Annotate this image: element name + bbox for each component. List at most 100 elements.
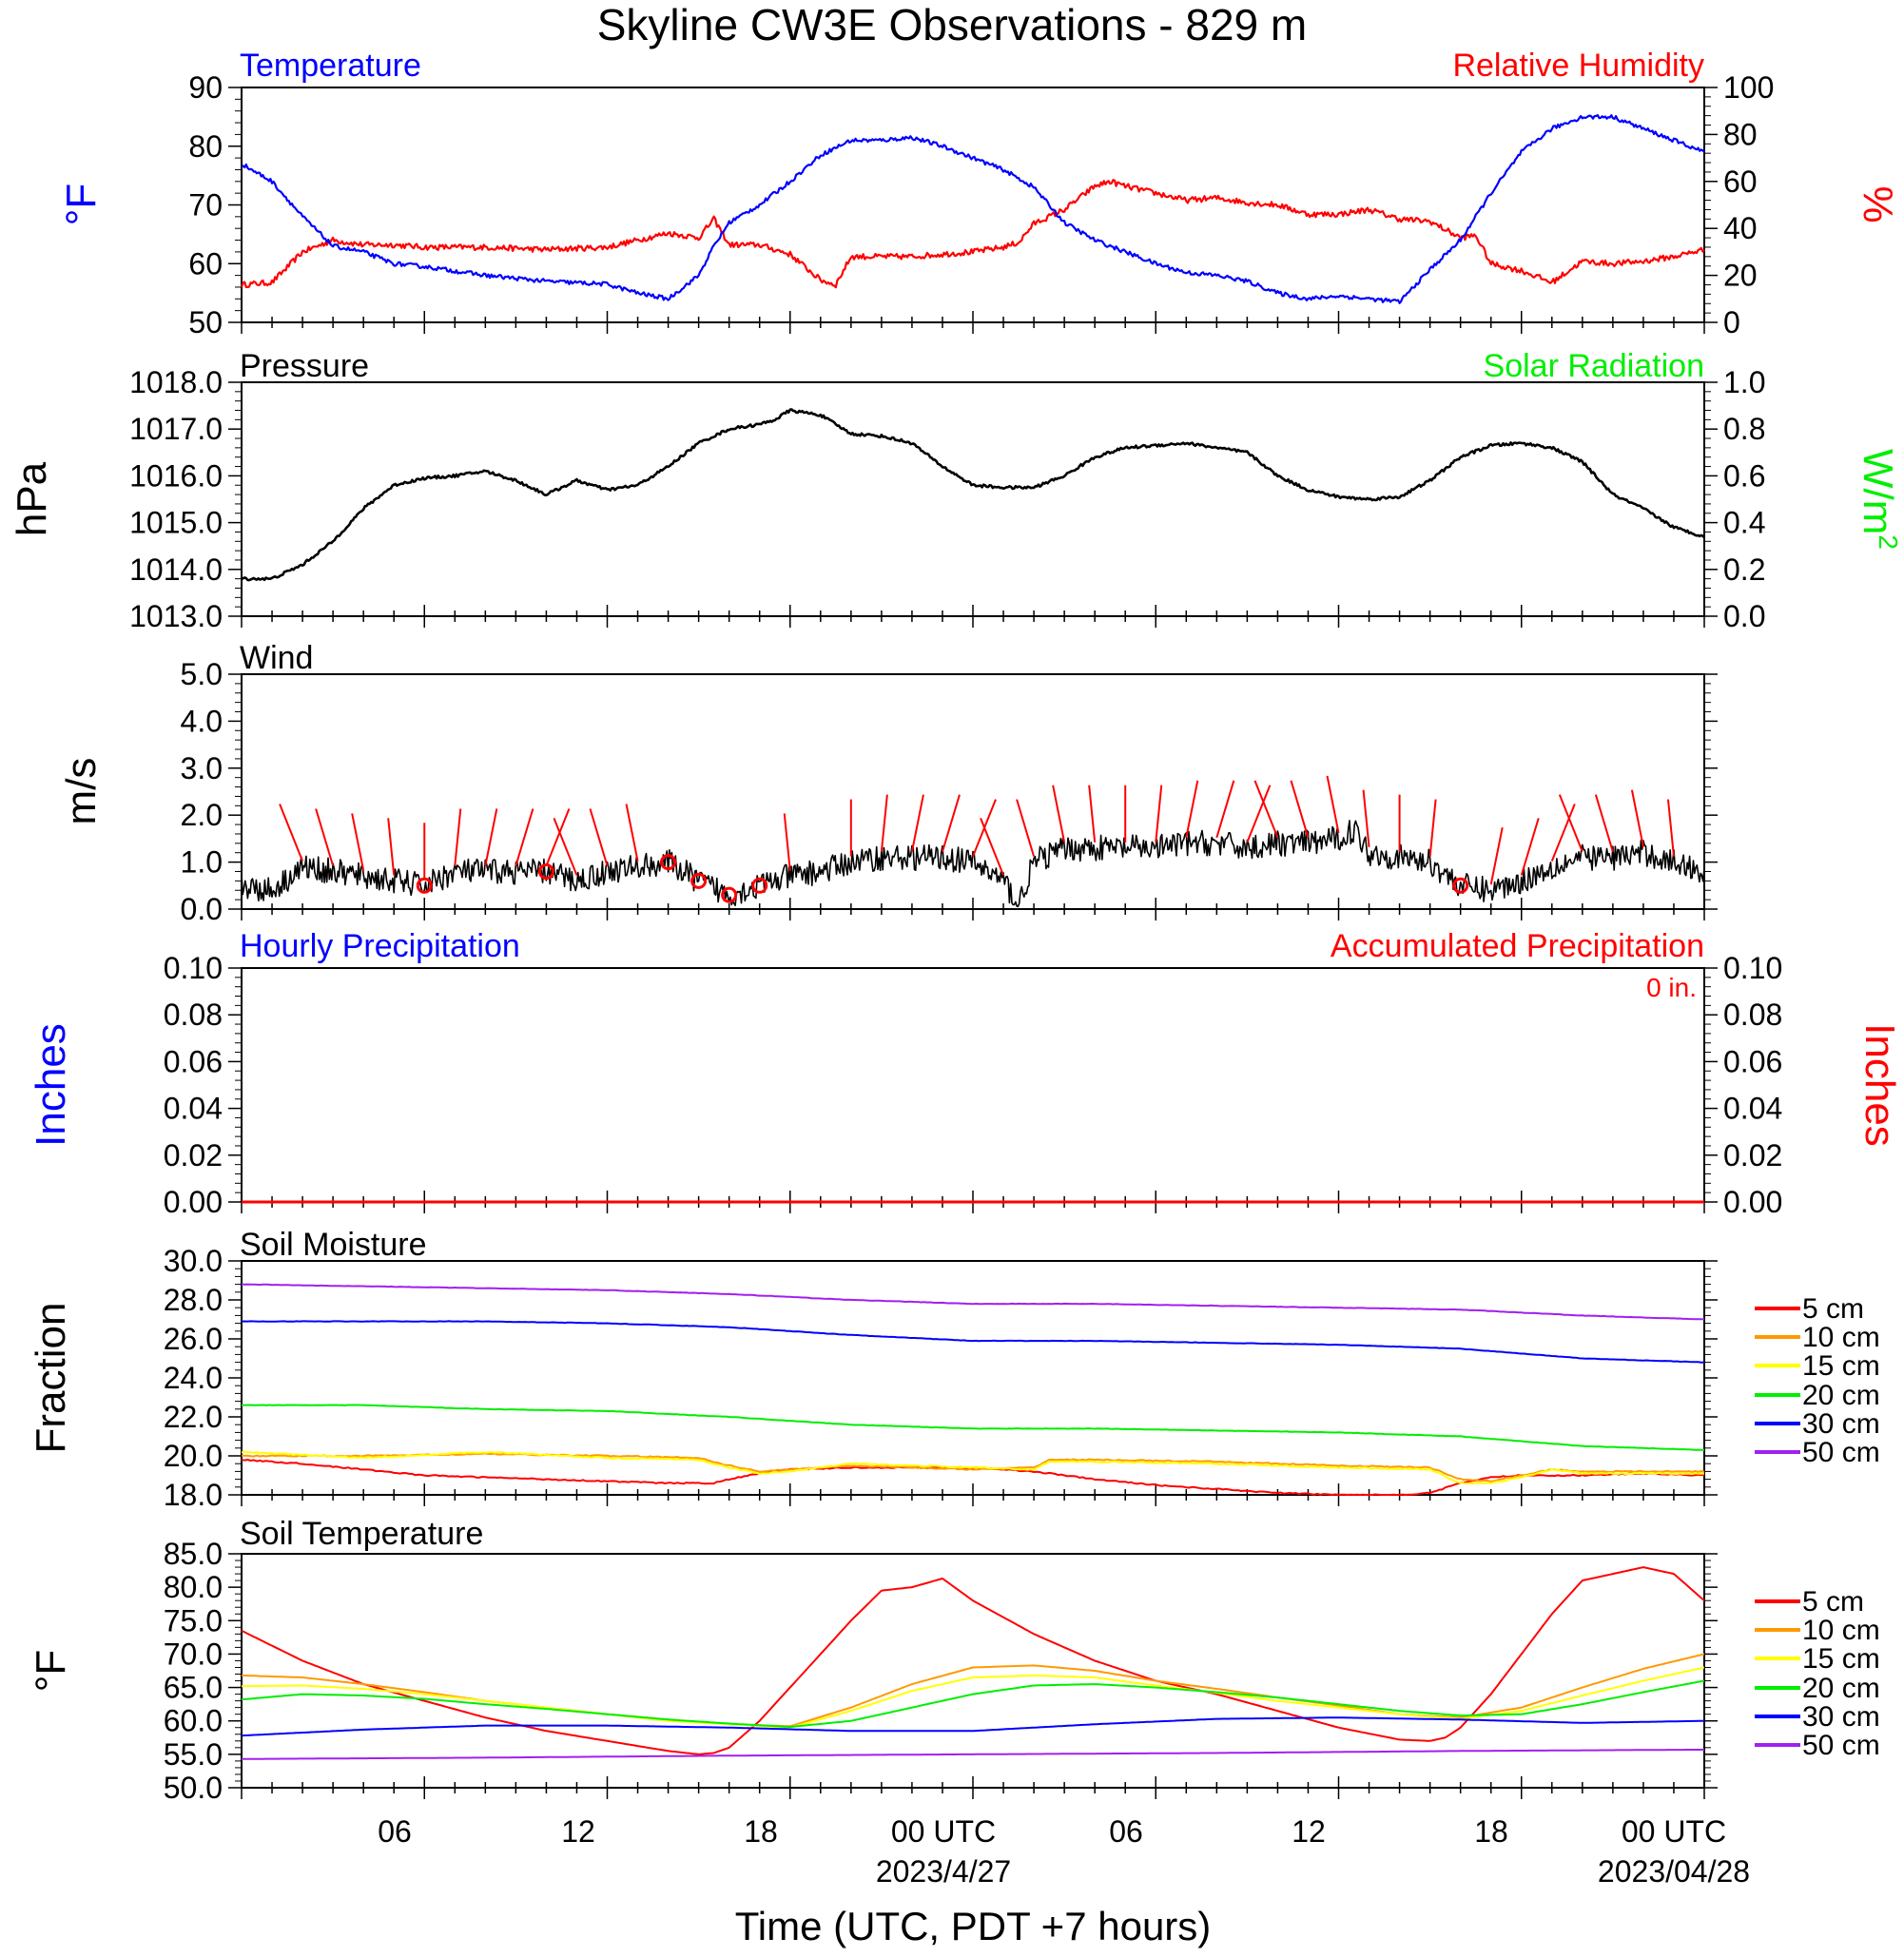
soil-moisture-line <box>241 1283 1705 1321</box>
wind-barb <box>1489 827 1504 885</box>
calm-marker <box>721 886 738 903</box>
temperature-panel: Temperature Relative Humidity 90 80 70 60 50 10… <box>58 48 1901 339</box>
wind-barb <box>484 808 498 866</box>
y-tick-label: 0.08 <box>164 998 223 1032</box>
soil-moisture-line <box>241 1404 1705 1451</box>
wind-barb <box>1594 794 1614 852</box>
y-tick-label: 1014.0 <box>129 552 223 587</box>
legend-label: 5 cm <box>1802 1293 1864 1325</box>
x-date-label: 2023/04/28 <box>1598 1854 1750 1889</box>
chart-title: Skyline CW3E Observations - 829 m <box>597 0 1308 49</box>
temperature-line <box>241 114 1705 304</box>
legend-label: 20 cm <box>1802 1380 1880 1411</box>
calm-marker <box>751 877 768 894</box>
calm-marker <box>690 872 708 889</box>
x-tick-label: 18 <box>744 1814 778 1849</box>
legend-label: 15 cm <box>1802 1350 1880 1382</box>
panel-title-right: Solar Radiation <box>1484 348 1704 384</box>
legend-label: 50 cm <box>1802 1730 1880 1761</box>
y-tick-label: 85.0 <box>164 1537 223 1571</box>
y-tick-label: 0.00 <box>164 1185 223 1219</box>
panel-title-left: Hourly Precipitation <box>240 928 520 964</box>
precipitation-panel: Hourly Precipitation Accumulated Precipit… <box>28 928 1903 1219</box>
calm-marker <box>416 877 433 894</box>
y-tick-label: 1.0 <box>181 845 223 880</box>
y-axis-label-right: % <box>1855 185 1901 223</box>
legend-label: 20 cm <box>1802 1673 1880 1704</box>
wind-barb <box>910 794 924 852</box>
soil-moisture-line <box>241 1320 1705 1364</box>
y-tick-label-right: 0.6 <box>1723 458 1765 493</box>
panel-title-left: Soil Temperature <box>240 1516 483 1552</box>
y-tick-label: 70.0 <box>164 1637 223 1671</box>
wind-barb <box>1155 785 1163 843</box>
panels: Temperature Relative Humidity 90 80 70 60 50 10… <box>9 48 1903 1805</box>
y-tick-label-right: 1.0 <box>1723 365 1765 399</box>
calm-marker <box>1452 877 1469 894</box>
wind-barb <box>279 804 304 862</box>
wind-panel: Wind 5.0 4.0 3.0 2.0 1.0 0.0 m/s <box>58 640 1718 926</box>
y-axis-label-left: m/s <box>58 758 105 825</box>
x-tick-label: 00 UTC <box>1622 1814 1726 1849</box>
y-tick-label-right: 0.06 <box>1723 1044 1782 1078</box>
y-tick-label: 5.0 <box>181 657 223 691</box>
y-axis-label-left: °F <box>58 184 105 225</box>
y-tick-label: 50 <box>188 305 223 339</box>
wind-barb <box>454 808 462 866</box>
x-axis-label: Time (UTC, PDT +7 hours) <box>735 1904 1212 1948</box>
y-tick-label: 3.0 <box>181 751 223 785</box>
soil-moisture-line <box>241 1450 1705 1485</box>
calm-marker <box>660 854 677 871</box>
y-tick-label: 60 <box>188 246 223 281</box>
y-tick-label: 50.0 <box>164 1771 223 1805</box>
wind-barb <box>515 808 534 866</box>
soil-temperature-legend: 5 cm 10 cm 15 cm 20 cm 30 cm 50 cm <box>1755 1586 1880 1761</box>
legend-label: 30 cm <box>1802 1408 1880 1440</box>
y-tick-label-right: 20 <box>1723 259 1758 293</box>
wind-barb <box>1052 785 1066 843</box>
x-tick-label: 06 <box>1109 1814 1143 1849</box>
y-axis-label-right: Inches <box>1856 1023 1903 1147</box>
panel-title-left: Soil Moisture <box>240 1227 427 1263</box>
precip-total-annotation: 0 in. <box>1646 973 1697 1002</box>
wind-barb <box>351 813 365 871</box>
wind-speed-line <box>241 820 1705 908</box>
wind-barb <box>1246 785 1272 843</box>
x-date-label: 2023/4/27 <box>876 1854 1011 1889</box>
pressure-line <box>241 408 1705 582</box>
legend-label: 15 cm <box>1802 1643 1880 1675</box>
legend-label: 10 cm <box>1802 1322 1880 1353</box>
y-tick-label: 55.0 <box>164 1737 223 1772</box>
soil-temperature-panel: Soil Temperature 85.080.075.070.065.060.0… <box>28 1516 1718 1805</box>
soil-temperature-line <box>242 1748 1705 1760</box>
x-tick-label: 18 <box>1474 1814 1508 1849</box>
soil-temperature-line <box>241 1566 1705 1755</box>
y-tick-label-right: 40 <box>1723 211 1758 245</box>
wind-barb <box>1630 789 1644 847</box>
wind-barb <box>942 794 961 852</box>
y-tick-label-right: 0.00 <box>1723 1185 1782 1219</box>
y-tick-label: 18.0 <box>164 1478 223 1512</box>
wind-barb <box>783 813 791 871</box>
y-tick-label-right: 0.04 <box>1723 1092 1782 1126</box>
y-tick-label: 1018.0 <box>129 365 223 399</box>
legend-label: 5 cm <box>1802 1586 1864 1618</box>
y-tick-label: 26.0 <box>164 1322 223 1356</box>
y-tick-label-right: 0.02 <box>1723 1138 1782 1172</box>
y-tick-label-right: 0.4 <box>1723 506 1765 540</box>
y-axis-label-left: hPa <box>9 461 55 536</box>
wind-barb <box>387 818 396 876</box>
y-tick-label: 1015.0 <box>129 506 223 540</box>
y-tick-label: 0.06 <box>164 1044 223 1078</box>
wind-barb <box>625 804 639 862</box>
x-tick-label: 12 <box>561 1814 595 1849</box>
y-axis-label-left: Fraction <box>28 1303 74 1454</box>
y-tick-label: 0.0 <box>181 892 223 926</box>
panel-title-left: Wind <box>240 640 313 676</box>
y-tick-label: 80.0 <box>164 1570 223 1604</box>
wind-barb <box>545 808 571 866</box>
soil-moisture-legend: 5 cm 10 cm 15 cm 20 cm 30 cm 50 cm <box>1755 1293 1880 1468</box>
soil-moisture-panel: Soil Moisture 30.0 28.0 26.0 24.0 22.0 20.0 18.… <box>28 1227 1718 1512</box>
y-axis-label-left: Inches <box>28 1023 74 1147</box>
panel-title-left: Temperature <box>240 48 421 84</box>
